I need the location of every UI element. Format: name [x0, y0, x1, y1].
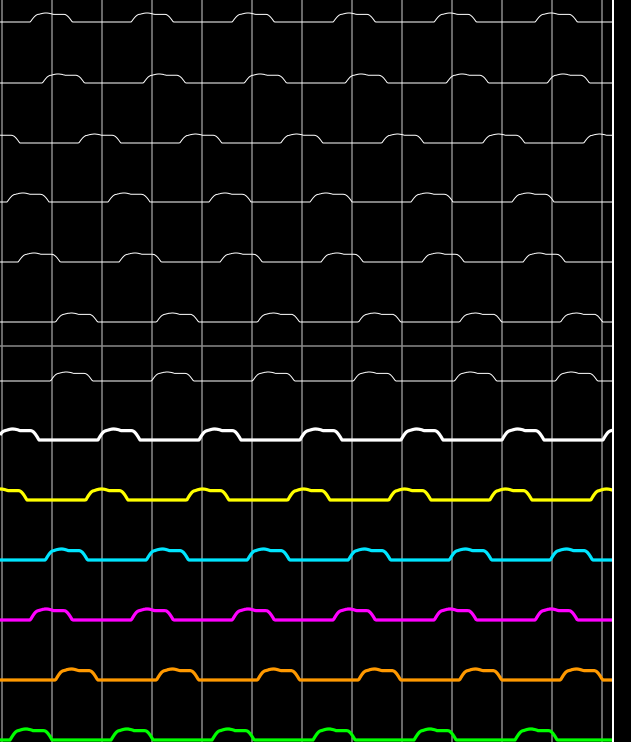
- trace-4-waveform: [0, 192, 613, 203]
- trace-13-waveform: [0, 727, 614, 742]
- trace-10-waveform: [0, 547, 614, 562]
- trace-7-waveform: [0, 371, 613, 382]
- trace-11-waveform: [0, 607, 614, 622]
- trace-3-waveform: [0, 133, 613, 144]
- trace-12-waveform: [0, 667, 614, 682]
- trace-group: [0, 12, 614, 742]
- trace-5-waveform: [0, 252, 613, 263]
- trace-9-waveform: [0, 487, 614, 502]
- trace-8-waveform: [0, 427, 614, 442]
- grid-lines: [0, 0, 613, 742]
- trace-6-waveform: [0, 312, 613, 323]
- trace-2-waveform: [0, 73, 613, 84]
- trace-1-waveform: [0, 12, 613, 23]
